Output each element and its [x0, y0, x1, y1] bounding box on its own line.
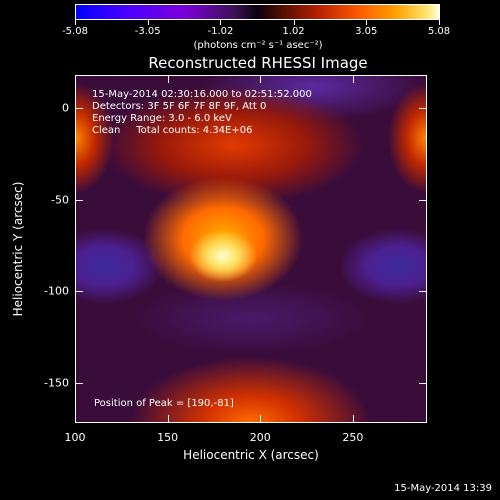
- y-axis-label: Heliocentric Y (arcsec): [11, 181, 25, 317]
- x-tick: [167, 415, 169, 423]
- x-tick: [75, 415, 76, 423]
- detectors-text: Detectors: 3F 5F 6F 7F 8F 9F, Att 0: [92, 101, 267, 112]
- y-tick: [75, 107, 83, 109]
- colorbar-tick: [439, 20, 440, 25]
- colorbar-tick-label: -5.08: [62, 26, 88, 37]
- x-tick-label: 250: [342, 431, 364, 444]
- x-tick-label: 200: [249, 431, 271, 444]
- image-title: Reconstructed RHESSI Image: [148, 54, 368, 72]
- timestamp: 15-May-2014 13:39: [394, 483, 492, 494]
- colorbar-tick-label: 5.08: [427, 26, 451, 37]
- y-tick-label: -150: [44, 376, 69, 390]
- colorbar-tick: [75, 20, 76, 25]
- x-tick: [260, 415, 262, 423]
- y-tick: [75, 382, 83, 384]
- colorbar: [75, 4, 440, 20]
- rhessi-image: [75, 75, 427, 423]
- x-axis-label: Heliocentric X (arcsec): [183, 448, 319, 462]
- colorbar-tick-label: 3.05: [355, 26, 378, 37]
- colorbar-tick-label: -1.02: [207, 26, 234, 37]
- y-tick: [419, 199, 427, 201]
- peak-position-text: Position of Peak = [190,-81]: [94, 398, 234, 409]
- time-range-text: 15-May-2014 02:30:16.000 to 02:51:52.000: [92, 89, 312, 100]
- colorbar-tick: [293, 20, 295, 25]
- colorbar-tick-label: -3.05: [134, 26, 161, 37]
- x-tick-label: 100: [64, 431, 86, 444]
- y-tick: [419, 382, 427, 384]
- colorbar-tick: [220, 20, 222, 25]
- clean-counts-text: Clean Total counts: 4.34E+06: [92, 125, 253, 136]
- y-tick: [419, 107, 427, 109]
- colorbar-tick: [147, 20, 149, 25]
- x-tick: [352, 415, 354, 423]
- x-tick: [75, 75, 76, 83]
- x-tick: [352, 75, 354, 83]
- x-tick-label: 150: [157, 431, 179, 444]
- y-tick: [75, 291, 83, 293]
- x-tick: [260, 75, 262, 83]
- energy-range-text: Energy Range: 3.0 - 6.0 keV: [92, 113, 232, 124]
- colorbar-units: (photons cm⁻² s⁻¹ asec⁻²): [193, 40, 323, 51]
- y-tick-label: -100: [44, 284, 69, 298]
- y-tick-label: -50: [51, 193, 69, 207]
- x-tick: [167, 75, 169, 83]
- colorbar-tick-label: 1.02: [282, 26, 305, 37]
- y-tick-label: 0: [62, 101, 69, 115]
- y-tick: [75, 199, 83, 201]
- colorbar-tick: [366, 20, 368, 25]
- y-tick: [419, 291, 427, 293]
